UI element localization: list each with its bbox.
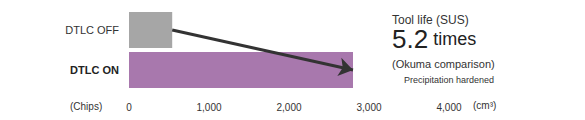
svg-text:(Okuma comparison): (Okuma comparison) [392, 58, 495, 70]
svg-text:Precipitation hardened: Precipitation hardened [404, 75, 494, 85]
svg-text:0: 0 [126, 102, 132, 113]
svg-text:Tool life (SUS): Tool life (SUS) [392, 13, 469, 27]
svg-text:4,000: 4,000 [436, 102, 461, 113]
svg-text:3,000: 3,000 [356, 102, 381, 113]
svg-text:1,000: 1,000 [196, 102, 221, 113]
svg-text:(cm³): (cm³) [473, 100, 496, 111]
svg-text:times: times [428, 29, 476, 49]
svg-text:DTLC OFF: DTLC OFF [65, 24, 119, 36]
svg-text:5.2: 5.2 [392, 24, 428, 54]
svg-text:2,000: 2,000 [276, 102, 301, 113]
svg-text:(Chips): (Chips) [70, 101, 102, 112]
svg-text:DTLC ON: DTLC ON [70, 64, 119, 76]
